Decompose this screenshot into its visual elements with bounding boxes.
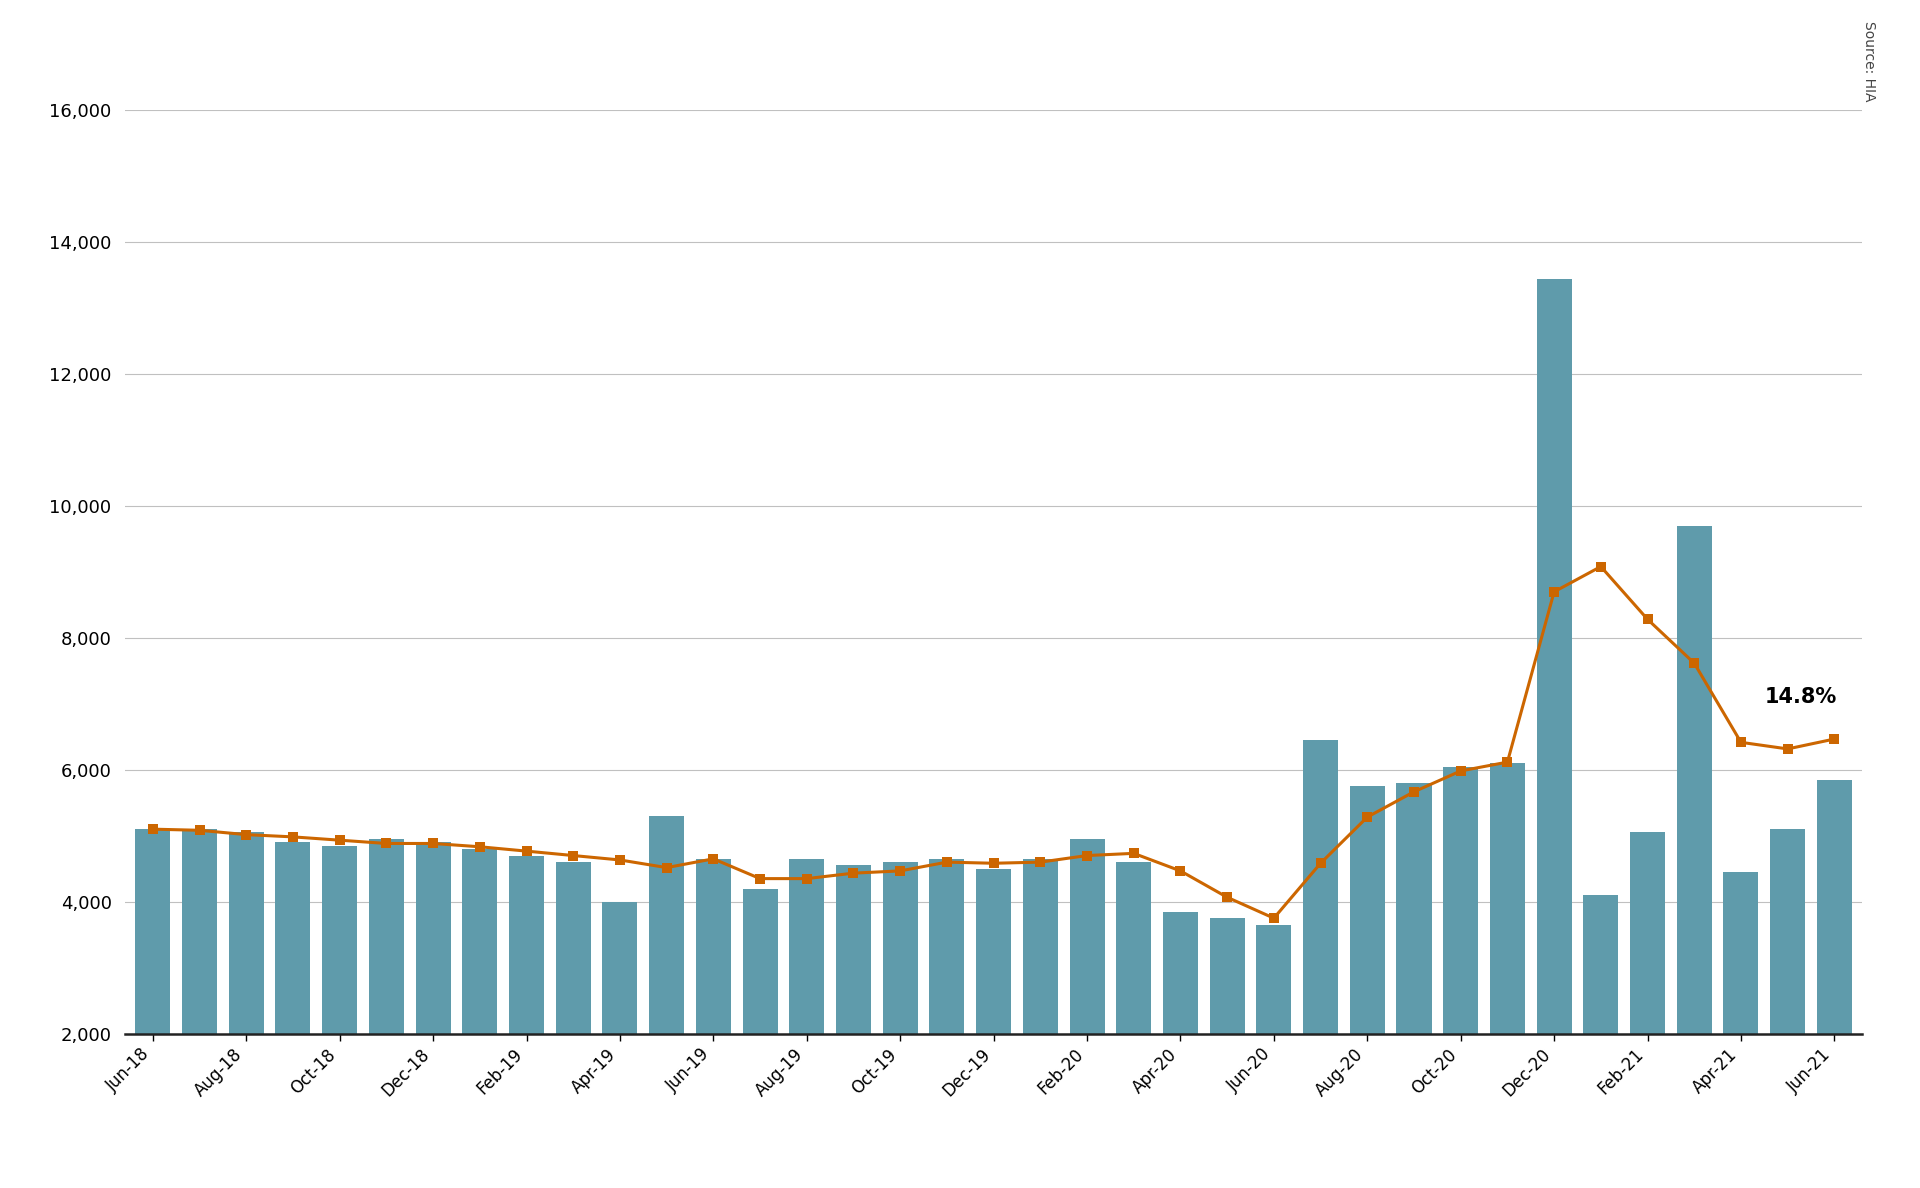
Bar	[695, 859, 732, 1034]
Bar	[789, 859, 824, 1034]
Bar	[415, 842, 451, 1034]
Text: PRIVATE NEW HOUSE SALES -  AUSTRALIA: PRIVATE NEW HOUSE SALES - AUSTRALIA	[35, 33, 948, 71]
Bar	[1304, 740, 1338, 1034]
Bar	[1210, 918, 1244, 1034]
Bar	[1676, 526, 1713, 1034]
Bar	[835, 865, 872, 1034]
Bar	[323, 846, 357, 1034]
Text: 14.8%: 14.8%	[1764, 688, 1837, 707]
Legend: HIA New Home Sales, HIA New Home Sales: 3 months rolling average: HIA New Home Sales, HIA New Home Sales: …	[601, 1184, 1386, 1188]
Bar	[182, 829, 217, 1034]
Bar	[1256, 924, 1292, 1034]
Bar	[975, 868, 1012, 1034]
Bar	[509, 855, 543, 1034]
Bar	[883, 862, 918, 1034]
Bar	[1770, 829, 1805, 1034]
Bar	[1724, 872, 1759, 1034]
Bar	[1116, 862, 1152, 1034]
Bar	[228, 833, 263, 1034]
Bar	[463, 849, 497, 1034]
Bar	[929, 859, 964, 1034]
Bar	[1630, 833, 1665, 1034]
Bar	[1444, 766, 1478, 1034]
Bar	[743, 889, 778, 1034]
Bar	[1584, 895, 1619, 1034]
Bar	[649, 816, 684, 1034]
Bar	[1164, 911, 1198, 1034]
Bar	[275, 842, 311, 1034]
Bar	[1396, 783, 1432, 1034]
Bar	[603, 902, 637, 1034]
Bar	[1816, 779, 1853, 1034]
Bar	[1350, 786, 1384, 1034]
Text: (SEASONALLY ADJUSTED): (SEASONALLY ADJUSTED)	[1100, 38, 1476, 67]
Bar	[1023, 859, 1058, 1034]
Text: Source: HIA: Source: HIA	[1862, 20, 1876, 101]
Bar	[1069, 839, 1104, 1034]
Bar	[1536, 279, 1572, 1034]
Bar	[1490, 763, 1524, 1034]
Bar	[555, 862, 591, 1034]
Bar	[369, 839, 403, 1034]
Bar	[134, 829, 171, 1034]
